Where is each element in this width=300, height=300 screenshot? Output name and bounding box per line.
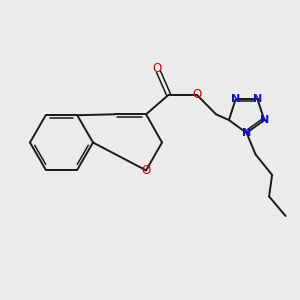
Text: O: O <box>142 164 151 177</box>
Text: O: O <box>192 88 201 101</box>
Text: O: O <box>152 62 161 75</box>
Text: N: N <box>231 94 240 104</box>
Text: N: N <box>242 128 251 138</box>
Text: N: N <box>260 115 269 125</box>
Text: N: N <box>253 94 262 104</box>
